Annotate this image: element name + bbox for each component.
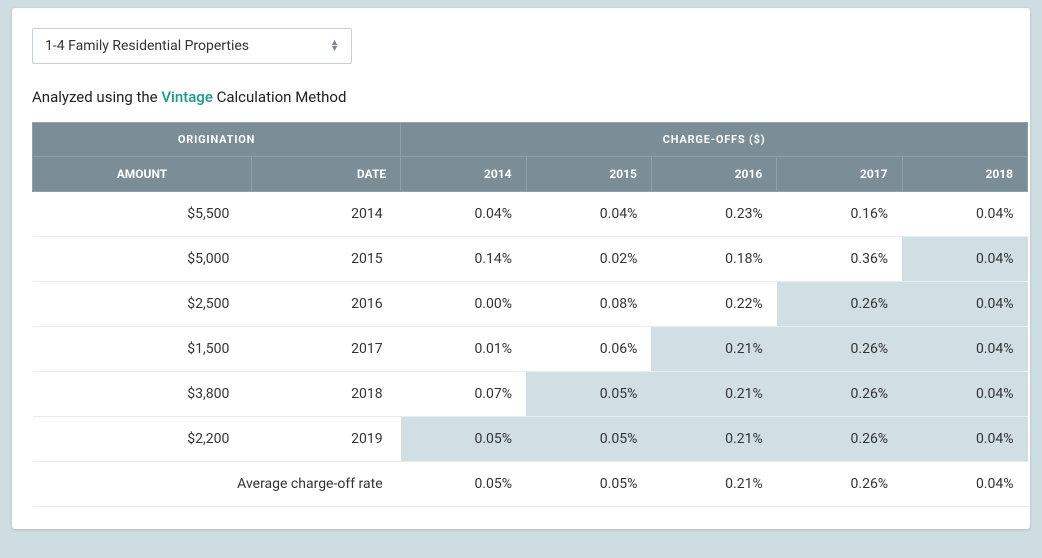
cell-date: 2015 bbox=[251, 237, 400, 282]
cell-chargeoff: 0.05% bbox=[526, 372, 651, 417]
cell-chargeoff: 0.04% bbox=[902, 192, 1027, 237]
col-date-header: DATE bbox=[251, 157, 400, 192]
col-amount-header: AMOUNT bbox=[33, 157, 252, 192]
cell-chargeoff: 0.26% bbox=[777, 417, 902, 462]
cell-chargeoff: 0.04% bbox=[902, 282, 1027, 327]
cell-chargeoff: 0.21% bbox=[651, 417, 776, 462]
cell-amount: $1,500 bbox=[33, 327, 252, 372]
table-row: $2,20020190.05%0.05%0.21%0.26%0.04% bbox=[33, 417, 1028, 462]
cell-date: 2017 bbox=[251, 327, 400, 372]
cell-amount: $5,500 bbox=[33, 192, 252, 237]
header-group-origination: ORIGINATION bbox=[33, 123, 401, 157]
cell-chargeoff: 0.14% bbox=[401, 237, 526, 282]
header-group-chargeoffs: CHARGE-OFFS ($) bbox=[401, 123, 1028, 157]
table-row: $2,50020160.00%0.08%0.22%0.26%0.04% bbox=[33, 282, 1028, 327]
chevron-up-down-icon: ▲▼ bbox=[330, 40, 339, 52]
cell-chargeoff: 0.23% bbox=[651, 192, 776, 237]
cell-chargeoff: 0.05% bbox=[526, 417, 651, 462]
cell-chargeoff: 0.01% bbox=[401, 327, 526, 372]
cell-chargeoff: 0.00% bbox=[401, 282, 526, 327]
cell-average: 0.21% bbox=[651, 462, 776, 507]
cell-amount: $2,200 bbox=[33, 417, 252, 462]
cell-chargeoff: 0.06% bbox=[526, 327, 651, 372]
cell-chargeoff: 0.05% bbox=[401, 417, 526, 462]
col-year-header: 2016 bbox=[651, 157, 776, 192]
cell-chargeoff: 0.16% bbox=[777, 192, 902, 237]
calculation-method-link[interactable]: Vintage bbox=[161, 88, 212, 106]
property-type-dropdown[interactable]: 1-4 Family Residential Properties ▲▼ bbox=[32, 28, 352, 64]
cell-average: 0.05% bbox=[401, 462, 526, 507]
cell-date: 2016 bbox=[251, 282, 400, 327]
cell-average: 0.26% bbox=[777, 462, 902, 507]
card: 1-4 Family Residential Properties ▲▼ Ana… bbox=[12, 8, 1030, 529]
col-year-header: 2015 bbox=[526, 157, 651, 192]
table-row: $3,80020180.07%0.05%0.21%0.26%0.04% bbox=[33, 372, 1028, 417]
cell-chargeoff: 0.22% bbox=[651, 282, 776, 327]
average-label: Average charge-off rate bbox=[33, 462, 401, 507]
cell-chargeoff: 0.26% bbox=[777, 372, 902, 417]
cell-date: 2019 bbox=[251, 417, 400, 462]
cell-chargeoff: 0.21% bbox=[651, 327, 776, 372]
cell-chargeoff: 0.18% bbox=[651, 237, 776, 282]
cell-chargeoff: 0.36% bbox=[777, 237, 902, 282]
cell-chargeoff: 0.08% bbox=[526, 282, 651, 327]
table-row: $5,00020150.14%0.02%0.18%0.36%0.04% bbox=[33, 237, 1028, 282]
cell-chargeoff: 0.07% bbox=[401, 372, 526, 417]
cell-chargeoff: 0.04% bbox=[902, 417, 1027, 462]
table-row: $1,50020170.01%0.06%0.21%0.26%0.04% bbox=[33, 327, 1028, 372]
cell-date: 2014 bbox=[251, 192, 400, 237]
cell-chargeoff: 0.04% bbox=[526, 192, 651, 237]
col-year-header: 2018 bbox=[902, 157, 1027, 192]
col-year-header: 2017 bbox=[777, 157, 902, 192]
cell-amount: $2,500 bbox=[33, 282, 252, 327]
cell-chargeoff: 0.26% bbox=[777, 327, 902, 372]
cell-average: 0.05% bbox=[526, 462, 651, 507]
cell-chargeoff: 0.04% bbox=[401, 192, 526, 237]
cell-chargeoff: 0.26% bbox=[777, 282, 902, 327]
cell-date: 2018 bbox=[251, 372, 400, 417]
cell-amount: $3,800 bbox=[33, 372, 252, 417]
cell-amount: $5,000 bbox=[33, 237, 252, 282]
dropdown-selected-label: 1-4 Family Residential Properties bbox=[45, 38, 249, 54]
cell-chargeoff: 0.04% bbox=[902, 327, 1027, 372]
analysis-method-caption: Analyzed using the Vintage Calculation M… bbox=[32, 88, 1028, 106]
col-year-header: 2014 bbox=[401, 157, 526, 192]
table-row-average: Average charge-off rate0.05%0.05%0.21%0.… bbox=[33, 462, 1028, 507]
chargeoff-table: ORIGINATION CHARGE-OFFS ($) AMOUNT DATE … bbox=[32, 122, 1028, 507]
cell-chargeoff: 0.04% bbox=[902, 237, 1027, 282]
cell-chargeoff: 0.21% bbox=[651, 372, 776, 417]
table-row: $5,50020140.04%0.04%0.23%0.16%0.04% bbox=[33, 192, 1028, 237]
analysis-caption-suffix: Calculation Method bbox=[213, 88, 347, 106]
cell-chargeoff: 0.02% bbox=[526, 237, 651, 282]
cell-chargeoff: 0.04% bbox=[902, 372, 1027, 417]
analysis-caption-prefix: Analyzed using the bbox=[32, 88, 161, 106]
cell-average: 0.04% bbox=[902, 462, 1027, 507]
